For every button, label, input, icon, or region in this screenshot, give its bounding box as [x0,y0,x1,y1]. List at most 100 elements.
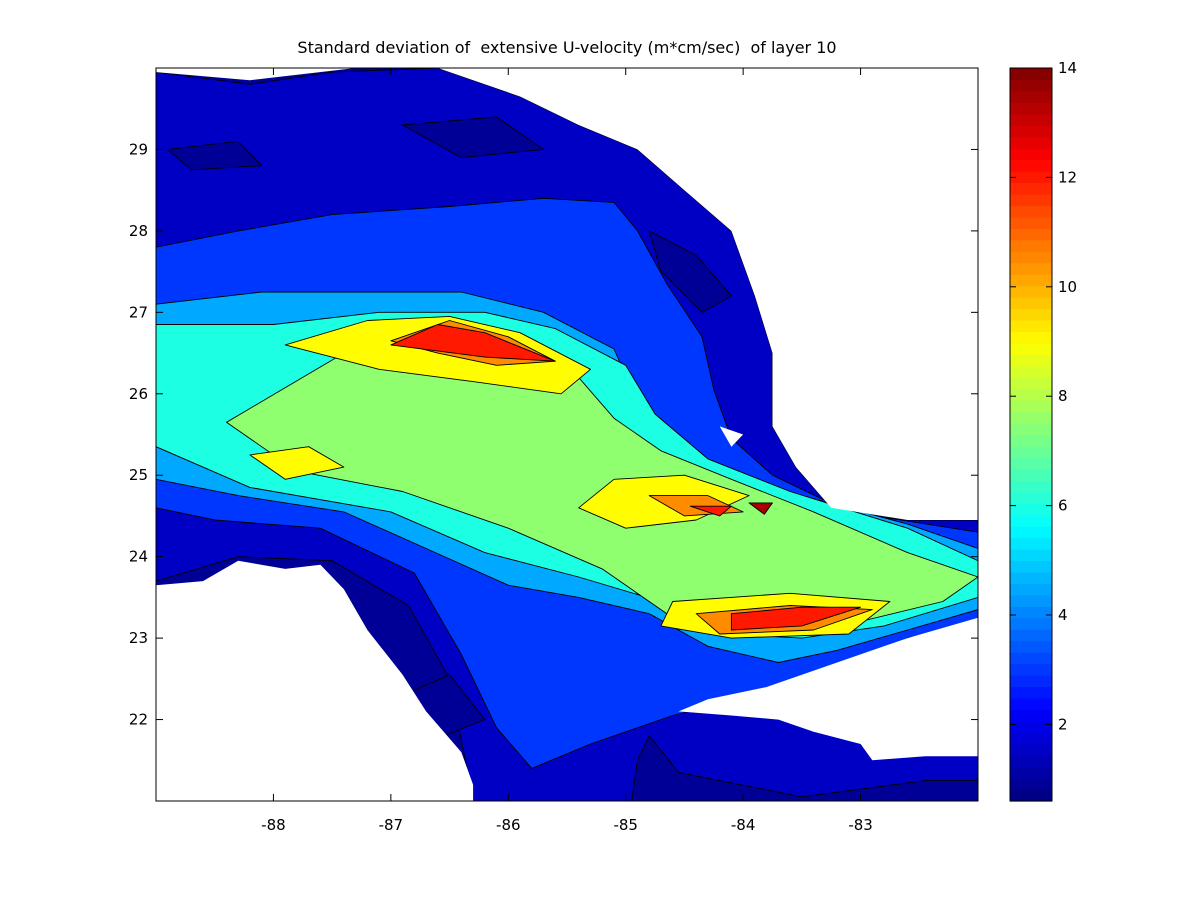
colorbar-band [1010,720,1052,733]
contour-region [402,116,544,159]
plot-area: -88 -87 -86 -85 -84 -83 22 23 24 25 26 27 28 29 [129,67,979,834]
y-tick-label: 26 [129,385,148,403]
colorbar-band [1010,514,1052,527]
colorbar-band [1010,423,1052,436]
colorbar-band [1010,171,1052,184]
colorbar-band [1010,411,1052,424]
colorbar-band [1010,342,1052,355]
colorbar-band [1010,594,1052,607]
colorbar-band [1010,159,1052,172]
colorbar-band [1010,216,1052,229]
land-mask [156,68,356,81]
colorbar-band [1010,537,1052,550]
colorbar-band [1010,766,1052,779]
colorbar-band [1010,205,1052,218]
colorbar-ticks: 2 4 6 8 10 12 14 [1010,59,1077,733]
chart-title: Standard deviation of extensive U-veloci… [297,38,836,57]
colorbar-band [1010,652,1052,665]
x-tick-label: -83 [848,816,873,834]
y-tick-label: 24 [129,548,148,566]
colorbar-band [1010,732,1052,745]
land-mask [437,68,978,520]
contour-region [689,505,732,517]
colorbar-band [1010,697,1052,710]
colorbar-band [1010,79,1052,92]
colorbar-band [1010,193,1052,207]
colorbar-band [1010,434,1052,447]
colorbar-band [1010,274,1052,287]
contour-region [249,446,345,480]
contour-region [748,502,773,515]
contour-field [156,68,978,801]
colorbar-tick-label: 12 [1058,168,1077,186]
contour-region [284,315,591,395]
colorbar-tick-label: 14 [1058,59,1077,77]
colorbar-band [1010,125,1052,138]
colorbar-band [1010,377,1052,390]
colorbar-band [1010,640,1052,653]
colorbar-band [1010,354,1052,367]
colorbar-band [1010,606,1052,619]
colorbar-band [1010,331,1052,344]
colorbar-band [1010,526,1052,539]
colorbar-bands [1010,68,1052,802]
colorbar-band [1010,675,1052,688]
colorbar-tick-label: 8 [1058,387,1068,405]
y-tick-label: 23 [129,629,148,647]
colorbar-band [1010,319,1052,333]
y-tick-label: 22 [129,711,148,729]
colorbar-band [1010,262,1052,275]
colorbar-band [1010,560,1052,573]
contour-region [730,606,862,631]
y-tick-label: 27 [129,303,148,321]
colorbar-band [1010,743,1052,756]
colorbar-band [1010,308,1052,321]
x-tick-label: -86 [496,816,521,834]
colorbar-band [1010,663,1052,676]
colorbar-tick-label: 4 [1058,606,1068,624]
colorbar-band [1010,239,1052,252]
colorbar-band [1010,503,1052,516]
x-tick-label: -85 [613,816,638,834]
x-tick-label: -88 [261,816,286,834]
plot-frame [155,67,979,802]
colorbar-band [1010,365,1052,378]
colorbar-band [1010,709,1052,722]
colorbar-band [1010,480,1052,493]
y-axis: 22 23 24 25 26 27 28 29 [129,140,978,729]
colorbar-band [1010,285,1052,298]
colorbar-band [1010,148,1052,161]
colorbar-band [1010,400,1052,413]
colorbar-band [1010,68,1052,81]
x-tick-label: -84 [731,816,756,834]
land-mask [156,560,474,801]
colorbar-band [1010,491,1052,504]
colorbar-frame [1009,67,1053,802]
land-mask [719,426,744,447]
colorbar-band [1010,686,1052,699]
colorbar-band [1010,457,1052,470]
y-tick-label: 29 [129,140,148,158]
colorbar-tick-label: 2 [1058,715,1068,733]
land-mask [678,617,978,761]
colorbar-tick-label: 10 [1058,278,1077,296]
x-tick-label: -87 [379,816,404,834]
colorbar-band [1010,789,1052,802]
x-axis: -88 -87 -86 -85 -84 -83 [261,68,873,834]
colorbar-band [1010,445,1052,459]
colorbar-band [1010,629,1052,642]
colorbar-band [1010,251,1052,264]
colorbar-band [1010,182,1052,195]
colorbar-band [1010,388,1052,401]
colorbar-band [1010,90,1052,103]
y-tick-label: 25 [129,466,148,484]
colorbar-band [1010,755,1052,768]
contour-region [648,230,732,313]
colorbar-band [1010,297,1052,310]
colorbar-band [1010,778,1052,791]
colorbar-band [1010,136,1052,149]
colorbar-band [1010,571,1052,584]
colorbar-tick-label: 6 [1058,497,1068,515]
colorbar-band [1010,549,1052,562]
